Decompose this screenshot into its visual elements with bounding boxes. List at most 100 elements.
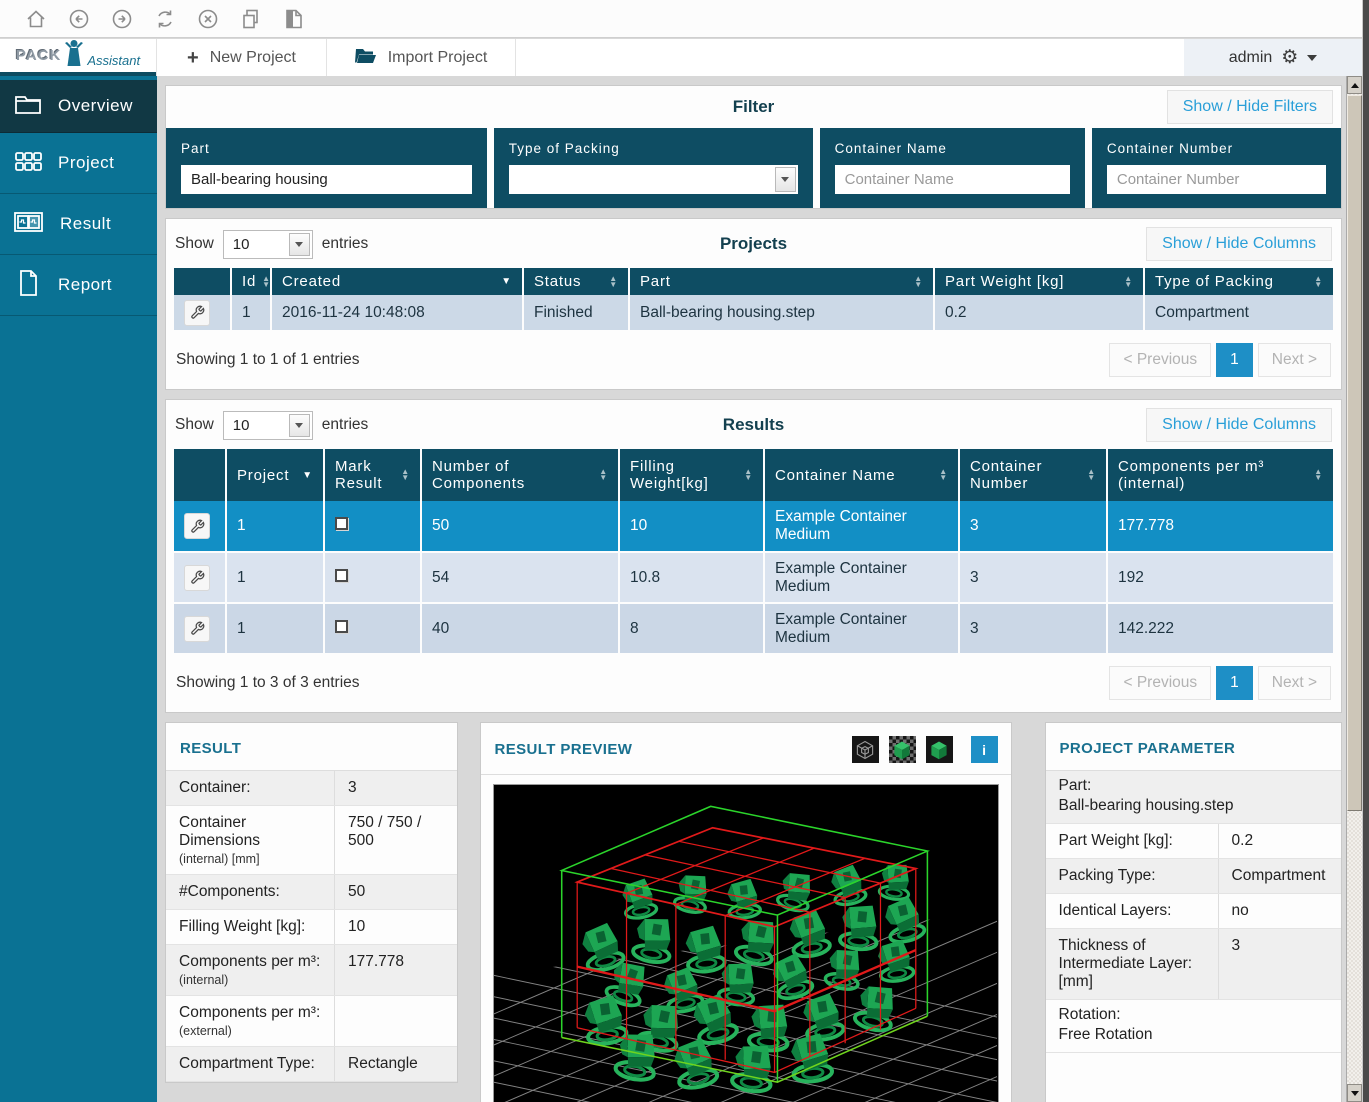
- show-hide-filters-button[interactable]: Show / Hide Filters: [1166, 90, 1333, 124]
- textured-floor-view-icon[interactable]: [888, 736, 916, 763]
- forward-icon[interactable]: [110, 7, 134, 31]
- app-logo: PACK Assistant: [0, 39, 156, 76]
- edit-result-button[interactable]: [184, 513, 210, 539]
- results-page-size-select[interactable]: 10: [222, 410, 313, 440]
- column-header-id[interactable]: Id ▲ ▼: [231, 268, 272, 295]
- edit-result-button[interactable]: [184, 564, 210, 591]
- logo-brand-text: PACK: [15, 47, 62, 64]
- projects-pagination: < Previous 1 Next >: [1109, 343, 1331, 377]
- back-icon[interactable]: [67, 7, 91, 31]
- detail-panels: RESULT Container: 3 Container Dimensions…: [165, 722, 1342, 1102]
- sidebar-item-result[interactable]: Result: [0, 194, 157, 255]
- sort-icon: ▲ ▼: [1124, 273, 1133, 289]
- header-spacer: [516, 39, 1184, 76]
- project-parameter-title: PROJECT PARAMETER: [1045, 723, 1341, 771]
- sort-desc-icon: ▼: [501, 276, 512, 287]
- sort-icon: ▲ ▼: [1087, 467, 1096, 482]
- column-header-created[interactable]: Created ▼: [271, 268, 524, 295]
- column-header-filling-weight[interactable]: Filling Weight[kg] ▲ ▼: [619, 449, 765, 501]
- wireframe-view-icon[interactable]: [851, 736, 879, 763]
- arrow-up-icon: [1350, 82, 1359, 88]
- parameter-row: Part Weight [kg]: 0.2: [1045, 824, 1341, 859]
- copy-icon[interactable]: [239, 7, 263, 31]
- type-of-packing-select[interactable]: [508, 165, 798, 194]
- container-number-filter-input[interactable]: [1106, 165, 1326, 194]
- result-table-row[interactable]: 1 40 8 Example Container Medium 3 142.22…: [174, 603, 1333, 655]
- person-icon: [63, 39, 85, 72]
- mark-result-checkbox[interactable]: [335, 517, 348, 530]
- projects-title: Projects: [719, 234, 788, 253]
- projects-page-size-select[interactable]: 10: [222, 229, 313, 259]
- stop-icon[interactable]: [196, 7, 220, 31]
- parameter-row: Rotation: Free Rotation: [1045, 1000, 1341, 1053]
- results-table: Project ▼ Mark Result ▲ ▼ Number of Compone…: [174, 449, 1333, 655]
- column-header-container-number[interactable]: Container Number ▲ ▼: [959, 449, 1108, 501]
- parameter-row: Packing Type: Compartment: [1045, 859, 1341, 894]
- grid-icon: [13, 146, 43, 181]
- edit-project-button[interactable]: [184, 299, 210, 326]
- results-show-hide-columns-button[interactable]: Show / Hide Columns: [1146, 408, 1332, 442]
- column-header-project[interactable]: Project ▼: [226, 449, 325, 501]
- solid-view-icon[interactable]: [925, 736, 953, 763]
- arrow-down-icon: [1350, 1090, 1359, 1096]
- info-icon[interactable]: i: [970, 736, 998, 763]
- browser-toolbar: [0, 0, 1362, 38]
- page-number-button[interactable]: 1: [1216, 666, 1253, 700]
- scroll-down-button[interactable]: [1347, 1084, 1362, 1102]
- new-project-button[interactable]: + New Project: [156, 39, 326, 76]
- tools-column-header: [174, 268, 232, 295]
- column-header-container-name[interactable]: Container Name ▲ ▼: [764, 449, 960, 501]
- wrench-icon: [190, 570, 204, 584]
- projects-section: Show 10 entries Projects Show / Hide Col…: [165, 218, 1342, 390]
- part-filter-input[interactable]: [181, 165, 472, 194]
- plus-icon: +: [187, 46, 199, 69]
- dropdown-arrow-icon[interactable]: [288, 232, 310, 256]
- vertical-scrollbar[interactable]: [1346, 76, 1362, 1102]
- container-name-filter-input[interactable]: [834, 165, 1070, 194]
- next-page-button[interactable]: Next >: [1257, 343, 1331, 377]
- packed-parts: [577, 860, 929, 1094]
- sidebar-item-overview[interactable]: Overview: [0, 80, 157, 133]
- wrench-icon: [190, 305, 204, 319]
- filter-field-container-number: Container Number: [1091, 128, 1341, 208]
- scrollbar-thumb[interactable]: [1347, 95, 1362, 811]
- user-menu[interactable]: admin ⚙: [1184, 39, 1362, 76]
- filter-field-type-of-packing: Type of Packing: [493, 128, 813, 208]
- wrench-icon: [190, 519, 204, 533]
- paste-icon[interactable]: [282, 7, 306, 31]
- sidebar-item-report[interactable]: Report: [0, 255, 157, 316]
- dropdown-arrow-icon[interactable]: [774, 167, 796, 192]
- window-frame-right: [1362, 0, 1369, 1102]
- projects-table: Id ▲ ▼ Created ▼ Status ▲ ▼ Part ▲ ▼ Part Weigh…: [174, 268, 1333, 332]
- scroll-up-button[interactable]: [1347, 76, 1362, 94]
- project-table-row[interactable]: 1 2016-11-24 10:48:08 Finished Ball-bear…: [174, 295, 1333, 332]
- compartment-grid: [574, 826, 920, 1074]
- dropdown-arrow-icon[interactable]: [288, 413, 310, 437]
- column-header-mark-result[interactable]: Mark Result ▲ ▼: [324, 449, 422, 501]
- mark-result-checkbox[interactable]: [335, 568, 348, 582]
- page-number-button[interactable]: 1: [1216, 343, 1253, 377]
- projects-show-hide-columns-button[interactable]: Show / Hide Columns: [1146, 227, 1332, 261]
- result-table-row[interactable]: 1 54 10.8 Example Container Medium 3 192: [174, 552, 1333, 604]
- results-section: Show 10 entries Results Show / Hide Colu…: [165, 399, 1342, 713]
- column-header-type-of-packing[interactable]: Type of Packing ▲ ▼: [1144, 268, 1333, 295]
- edit-result-button[interactable]: [184, 615, 210, 642]
- sort-icon: ▲ ▼: [744, 467, 753, 482]
- result-table-row[interactable]: 1 50 10 Example Container Medium 3 177.7…: [174, 501, 1333, 553]
- column-header-components-per-m3[interactable]: Components per m³ (internal) ▲ ▼: [1107, 449, 1333, 501]
- import-project-button[interactable]: Import Project: [326, 39, 516, 76]
- sidebar-item-project[interactable]: Project: [0, 133, 157, 194]
- column-header-part[interactable]: Part ▲ ▼: [629, 268, 935, 295]
- refresh-icon[interactable]: [153, 7, 177, 31]
- previous-page-button[interactable]: < Previous: [1109, 343, 1212, 377]
- filter-title: Filter: [732, 97, 775, 116]
- result-preview-3d-viewport[interactable]: [493, 784, 999, 1102]
- column-header-part-weight[interactable]: Part Weight [kg] ▲ ▼: [934, 268, 1145, 295]
- previous-page-button[interactable]: < Previous: [1109, 666, 1212, 700]
- column-header-status[interactable]: Status ▲ ▼: [523, 268, 630, 295]
- next-page-button[interactable]: Next >: [1257, 666, 1331, 700]
- mark-result-checkbox[interactable]: [335, 619, 348, 633]
- column-header-number-of-components[interactable]: Number of Components ▲ ▼: [421, 449, 620, 501]
- home-icon[interactable]: [24, 7, 48, 31]
